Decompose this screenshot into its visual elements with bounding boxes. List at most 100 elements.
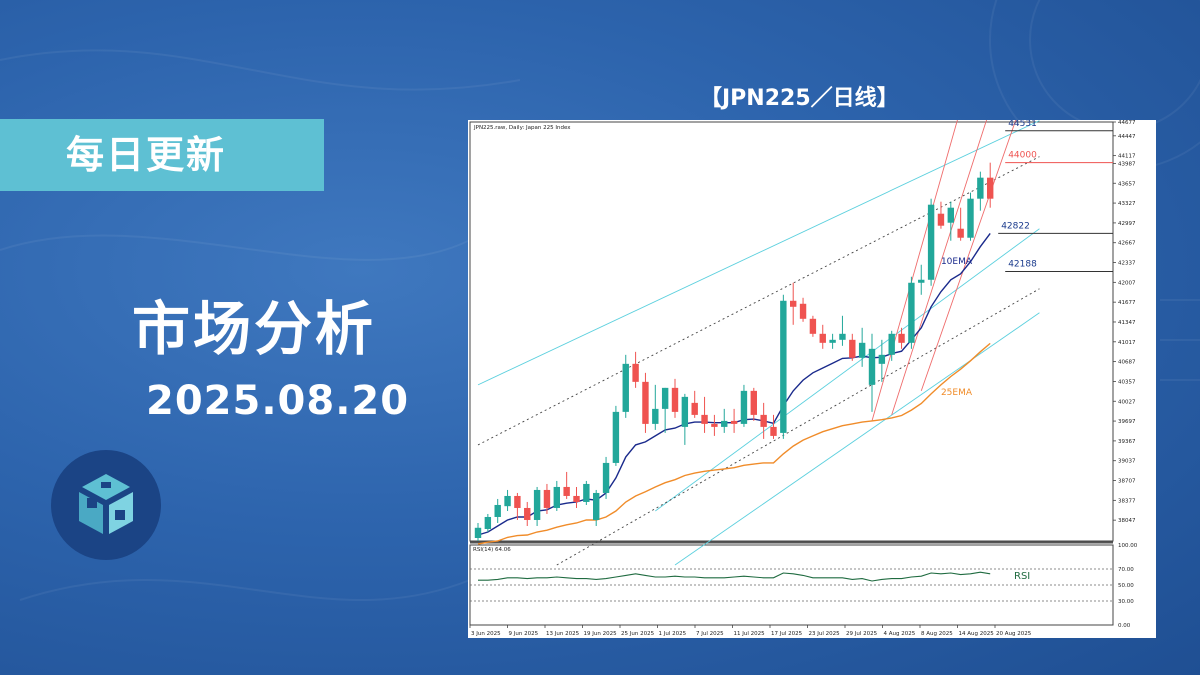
x-tick-label: 13 Jun 2025 — [546, 631, 580, 637]
candle-body — [849, 339, 856, 358]
chart-title: JPN225.raw, Daily: Japan 225 Index — [473, 125, 571, 131]
candle-body — [691, 402, 698, 415]
y-tick-label: 43327 — [1118, 201, 1136, 207]
chart-panel: 44531 44000 42822 42188 10EMA 25EMA JPN225.raw… — [468, 120, 1156, 638]
level-label-42188: 42188 — [1008, 259, 1037, 269]
x-tick-label: 20 Aug 2025 — [996, 631, 1032, 637]
level-label-44531: 44531 — [1008, 120, 1037, 129]
x-tick-label: 9 Jun 2025 — [509, 631, 539, 637]
candle-body — [918, 279, 925, 283]
channel-line-4 — [674, 312, 1040, 566]
y-tick-label: 40027 — [1118, 399, 1136, 405]
headline: 市场分析 — [132, 295, 377, 363]
candle-body — [533, 489, 541, 520]
candle-body — [652, 408, 659, 424]
x-tick-label: 14 Aug 2025 — [959, 631, 995, 637]
y-tick-label: 44447 — [1118, 134, 1136, 140]
x-tick-label: 29 Jul 2025 — [846, 631, 878, 637]
y-tick-label: 42667 — [1118, 241, 1136, 247]
candle-body — [573, 495, 580, 502]
x-tick-label: 19 Jun 2025 — [584, 631, 618, 637]
candle-body — [819, 333, 826, 343]
cube-logo-icon — [79, 474, 133, 534]
candle-body — [888, 333, 895, 355]
y-tick-label: 41347 — [1118, 320, 1136, 326]
x-tick-label: 8 Aug 2025 — [921, 631, 953, 637]
candle-body — [770, 426, 777, 436]
y-tick-label: 42007 — [1118, 280, 1136, 286]
candle-body — [514, 495, 521, 508]
series-line-25EMA — [477, 342, 991, 545]
candle-body — [543, 489, 551, 508]
candle-body — [750, 390, 757, 415]
y-tick-label: 39367 — [1118, 439, 1136, 445]
rsi-tick-label: 0.00 — [1118, 623, 1131, 629]
candle-body — [937, 213, 945, 226]
candle-body — [622, 363, 629, 412]
y-tick-label: 44677 — [1118, 120, 1136, 126]
y-tick-label: 43987 — [1118, 161, 1136, 167]
date-label: 2025.08.20 — [146, 378, 410, 424]
x-tick-label: 17 Jul 2025 — [771, 631, 803, 637]
candle-body — [602, 462, 610, 493]
candle-body — [927, 204, 935, 280]
x-tick-label: 23 Jul 2025 — [809, 631, 841, 637]
candle-body — [721, 420, 728, 427]
logo — [51, 450, 161, 560]
candle-body — [977, 177, 984, 199]
candle-body — [858, 342, 866, 358]
steep-channel-line-0 — [871, 120, 958, 422]
rsi-tick-label: 100.00 — [1118, 543, 1138, 549]
x-tick-label: 1 Jul 2025 — [659, 631, 687, 637]
candle-body — [661, 387, 669, 409]
candle-body — [868, 348, 876, 385]
candle-body — [967, 198, 974, 238]
candle-body — [701, 414, 708, 424]
candle-body — [671, 387, 679, 412]
y-tick-label: 44117 — [1118, 154, 1136, 160]
candle-body — [790, 300, 797, 307]
y-tick-label: 41017 — [1118, 340, 1136, 346]
candle-body — [809, 318, 817, 334]
candle-body — [484, 516, 492, 529]
level-label-42822: 42822 — [1001, 221, 1030, 231]
candle-body — [908, 282, 915, 343]
candle-body — [563, 486, 570, 496]
level-label-44000: 44000 — [1008, 151, 1037, 161]
rsi-label: RSI — [1014, 571, 1030, 582]
candle-body — [593, 492, 600, 520]
rsi-line — [478, 571, 991, 582]
channel-line-3 — [556, 288, 1040, 566]
candle-body — [898, 333, 905, 343]
candle-body — [760, 414, 767, 427]
daily-update-badge: 每日更新 — [0, 119, 324, 191]
annotation-25ema: 25EMA — [941, 388, 973, 398]
x-tick-label: 3 Jun 2025 — [471, 631, 501, 637]
y-tick-label: 38707 — [1118, 479, 1136, 485]
steep-channel-line-2 — [920, 120, 1017, 392]
candle-body — [957, 228, 964, 238]
x-tick-label: 25 Jun 2025 — [621, 631, 655, 637]
chart-caption: 【JPN225／日线】 — [700, 86, 899, 111]
candlestick-chart: 44531 44000 42822 42188 10EMA 25EMA JPN225.raw… — [469, 120, 1138, 637]
x-tick-label: 11 Jul 2025 — [734, 631, 766, 637]
x-tick-label: 7 Jul 2025 — [696, 631, 724, 637]
y-tick-label: 38047 — [1118, 518, 1136, 524]
main-plot-frame — [469, 121, 1114, 542]
candle-body — [730, 420, 738, 424]
candle-body — [740, 390, 748, 424]
candle-body — [987, 177, 994, 199]
candle-body — [878, 354, 886, 364]
steep-channel-line-1 — [891, 120, 988, 416]
candle-body — [780, 300, 787, 433]
candle-body — [839, 333, 846, 340]
annotation-10ema: 10EMA — [941, 257, 973, 267]
rsi-tick-label: 30.00 — [1118, 599, 1134, 605]
candle-body — [524, 507, 531, 520]
candle-body — [494, 504, 501, 517]
candle-body — [583, 483, 590, 502]
y-tick-label: 42337 — [1118, 261, 1136, 267]
candle-body — [711, 423, 718, 427]
y-tick-label: 41677 — [1118, 300, 1136, 306]
rsi-tick-label: 50.00 — [1118, 583, 1134, 589]
